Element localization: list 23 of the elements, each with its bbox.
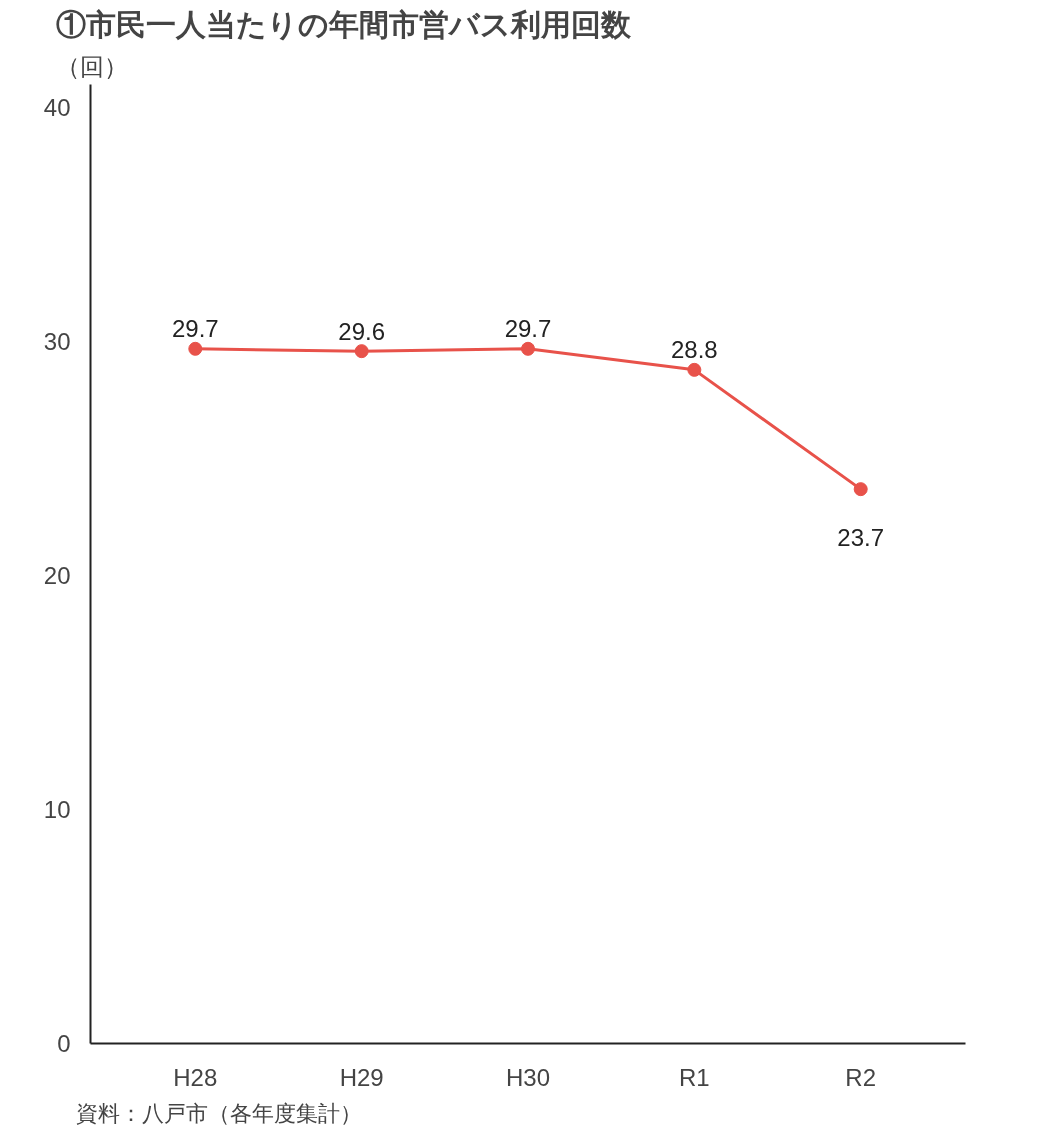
x-tick-label: R1 <box>679 1063 710 1091</box>
point <box>188 341 203 356</box>
point <box>521 341 535 356</box>
y-tick-label: 10 <box>43 796 71 824</box>
y-tick-label: 40 <box>43 94 71 122</box>
x-tick-label: H28 <box>173 1063 218 1091</box>
chart-title: ①市民一人当たりの年間市営バス利用回数 <box>55 7 632 41</box>
data-label: 28.8 <box>670 336 718 364</box>
x-tick-label: R2 <box>845 1063 877 1091</box>
y-tick-label: 30 <box>43 328 71 356</box>
data-label: 29.6 <box>338 317 386 345</box>
point <box>354 344 369 359</box>
text: 資料：八戸市（各年度集計） <box>75 1100 362 1126</box>
x-tick-label: H29 <box>339 1063 384 1091</box>
data-label: 29.7 <box>504 315 552 343</box>
point <box>687 362 702 377</box>
data-label: 23.7 <box>837 523 885 551</box>
point <box>853 482 868 497</box>
x-tick-label: H30 <box>505 1063 551 1091</box>
y-tick-label: 20 <box>43 562 71 590</box>
y-tick-label: 0 <box>57 1030 71 1057</box>
data-label: 29.7 <box>171 315 219 343</box>
y-axis-title: （回） <box>55 52 128 80</box>
